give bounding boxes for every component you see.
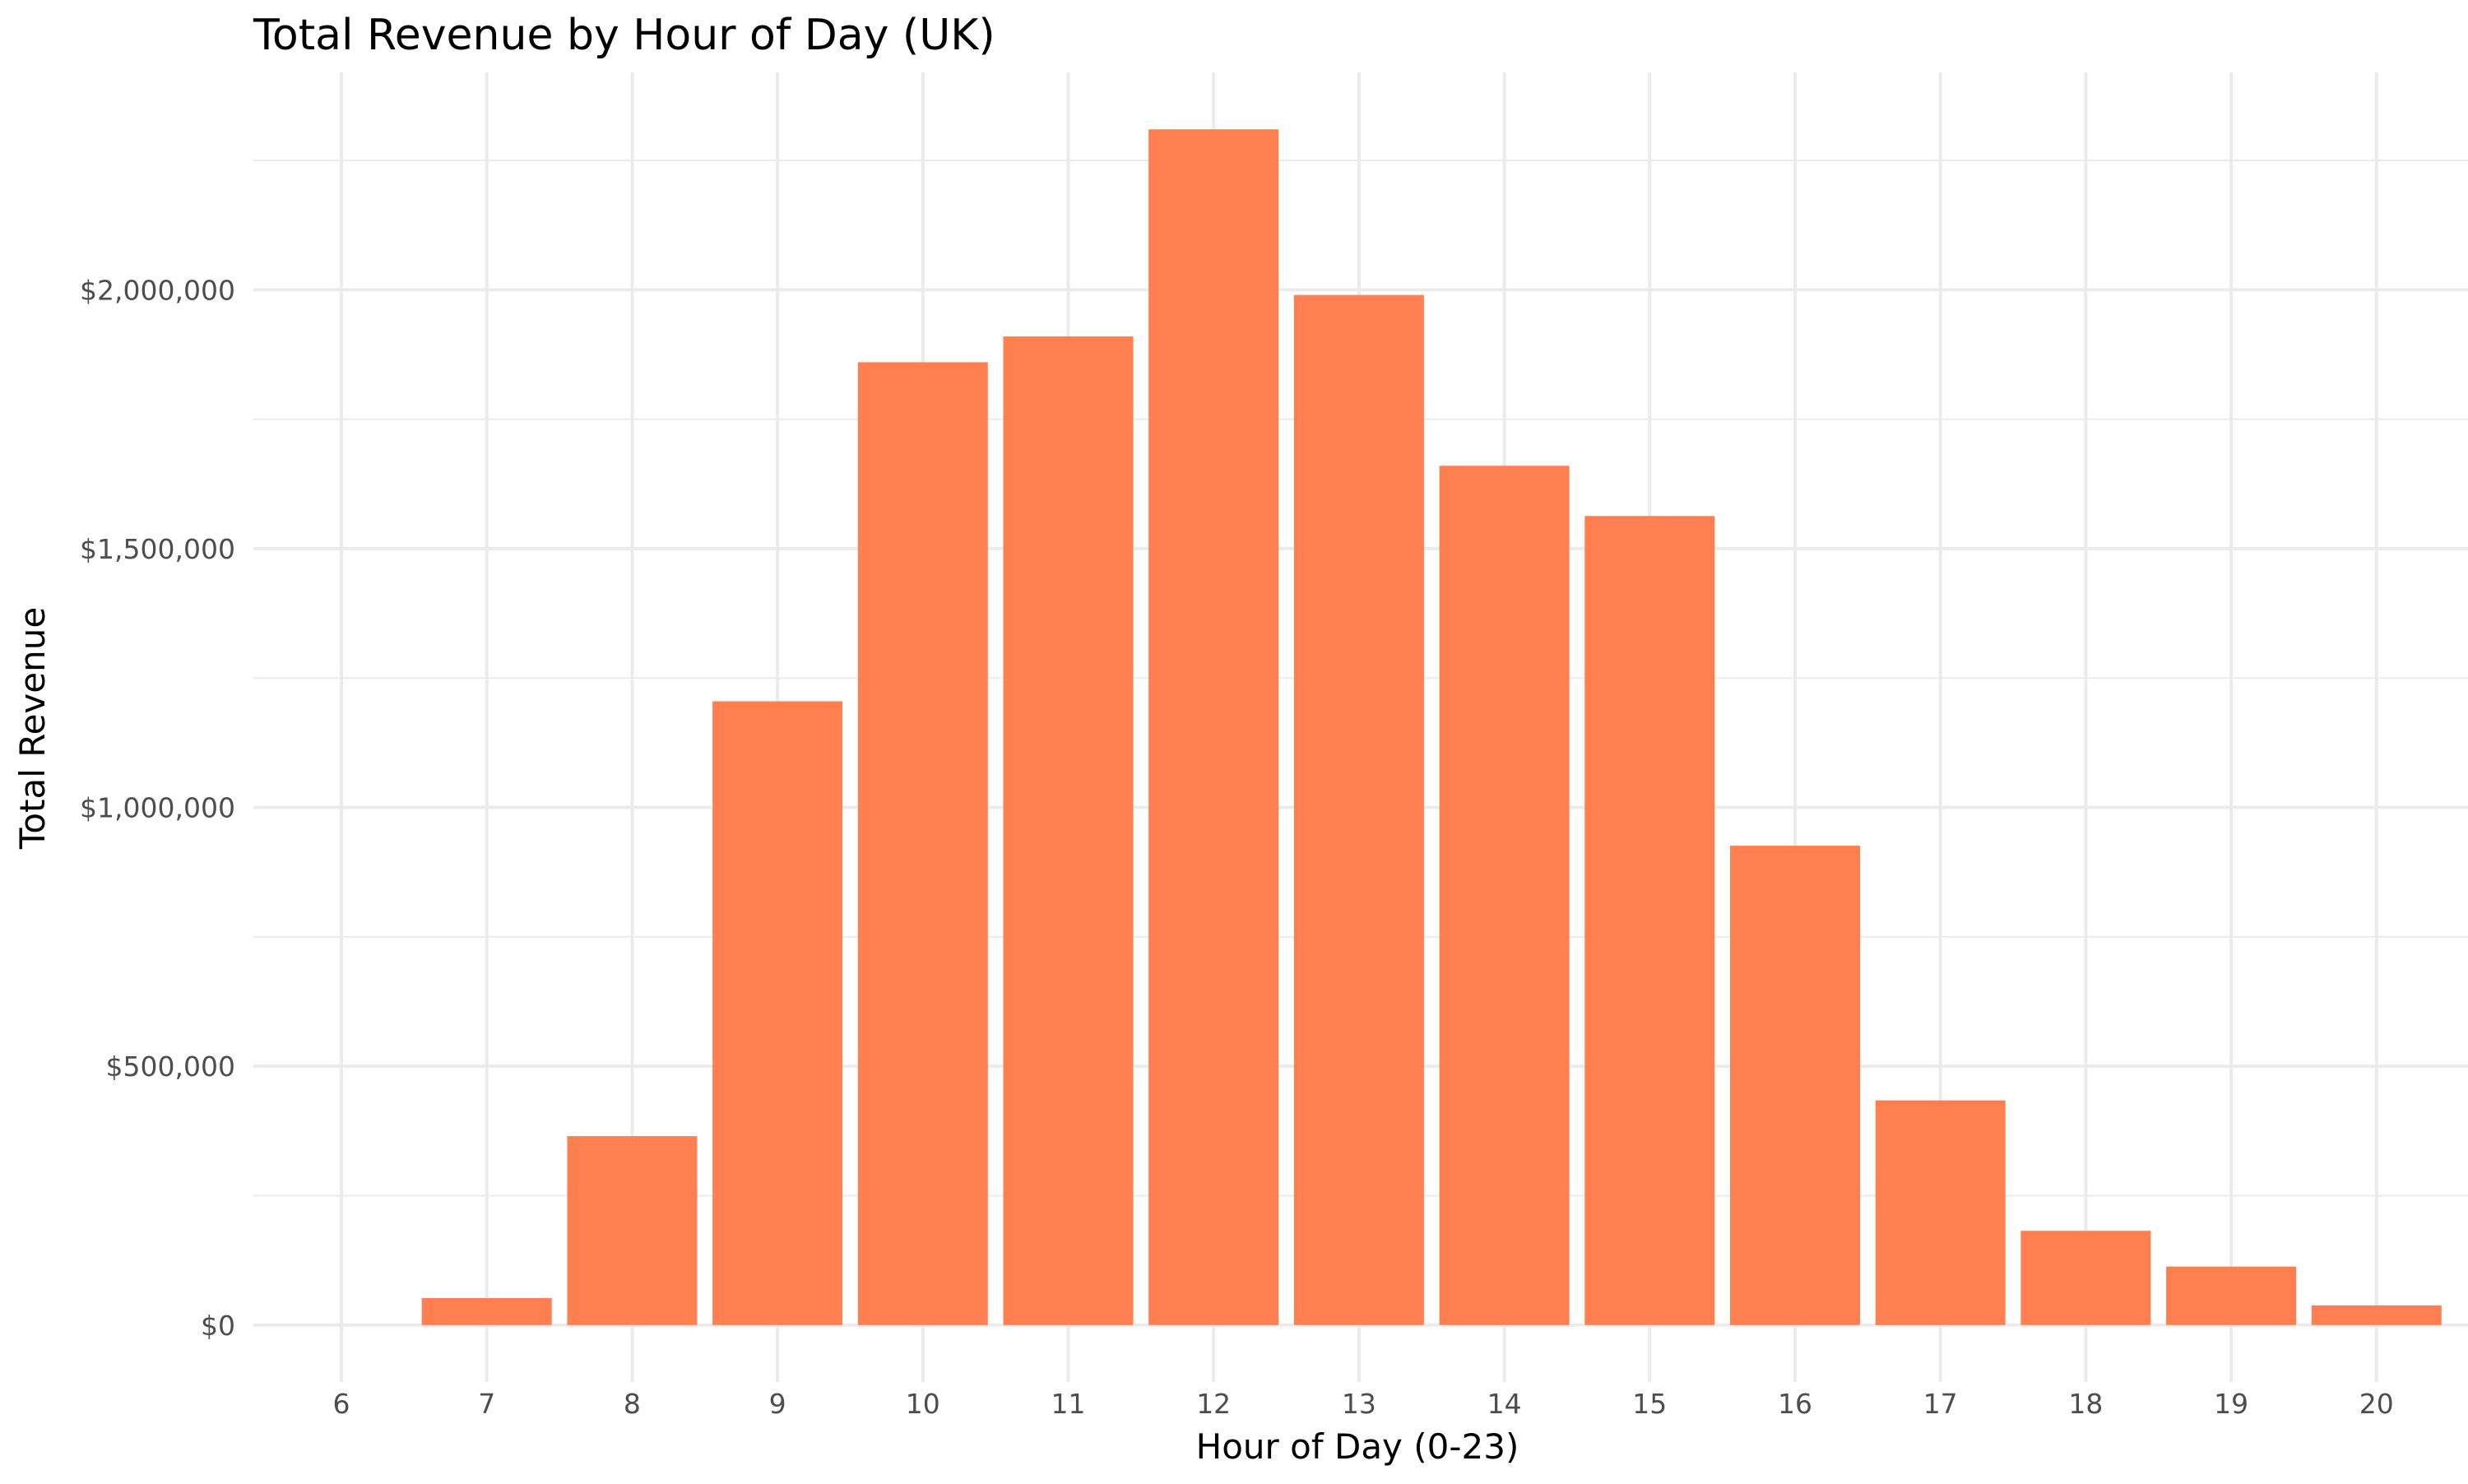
bar-hour-12 bbox=[1148, 129, 1279, 1325]
bar-hour-16 bbox=[1730, 846, 1860, 1325]
x-tick-label: 8 bbox=[624, 1388, 641, 1420]
bar-hour-13 bbox=[1293, 294, 1424, 1325]
bar-hour-7 bbox=[421, 1298, 552, 1325]
x-tick-label: 6 bbox=[333, 1388, 350, 1420]
bars bbox=[421, 129, 2442, 1325]
bar-hour-18 bbox=[2020, 1231, 2151, 1325]
y-tick-label: $1,000,000 bbox=[80, 792, 235, 824]
bar-hour-20 bbox=[2311, 1305, 2442, 1325]
x-tick-label: 12 bbox=[1196, 1388, 1231, 1420]
y-tick-label: $0 bbox=[201, 1310, 235, 1342]
x-tick-label: 9 bbox=[769, 1388, 786, 1420]
y-tick-label: $500,000 bbox=[106, 1050, 235, 1083]
x-tick-label: 14 bbox=[1487, 1388, 1522, 1420]
y-axis-ticks: $0 $500,000 $1,000,000 $1,500,000 $2,000,000 bbox=[80, 274, 235, 1341]
y-tick-label: $2,000,000 bbox=[80, 274, 235, 306]
bar-hour-14 bbox=[1439, 466, 1570, 1325]
bar-hour-11 bbox=[1003, 336, 1134, 1325]
x-tick-label: 18 bbox=[2068, 1388, 2103, 1420]
x-tick-label: 19 bbox=[2214, 1388, 2248, 1420]
bar-hour-10 bbox=[857, 362, 988, 1325]
bar-hour-9 bbox=[712, 701, 843, 1325]
y-tick-label: $1,500,000 bbox=[80, 533, 235, 565]
bar-hour-17 bbox=[1875, 1100, 2006, 1325]
x-tick-label: 11 bbox=[1051, 1388, 1086, 1420]
x-tick-label: 7 bbox=[478, 1388, 495, 1420]
x-axis-title: Hour of Day (0-23) bbox=[1196, 1426, 1519, 1467]
x-tick-label: 20 bbox=[2359, 1388, 2394, 1420]
x-axis-ticks: 6 7 8 9 10 11 12 13 14 15 16 17 18 19 20 bbox=[333, 1388, 2394, 1420]
bar-hour-19 bbox=[2166, 1266, 2297, 1325]
bar-hour-15 bbox=[1584, 516, 1715, 1325]
x-tick-label: 17 bbox=[1923, 1388, 1958, 1420]
x-tick-label: 10 bbox=[906, 1388, 940, 1420]
bar-hour-8 bbox=[567, 1136, 698, 1325]
x-tick-label: 16 bbox=[1778, 1388, 1812, 1420]
x-tick-label: 15 bbox=[1632, 1388, 1667, 1420]
y-axis-title: Total Revenue bbox=[12, 607, 53, 850]
x-tick-label: 13 bbox=[1342, 1388, 1376, 1420]
chart-title: Total Revenue by Hour of Day (UK) bbox=[253, 11, 995, 60]
